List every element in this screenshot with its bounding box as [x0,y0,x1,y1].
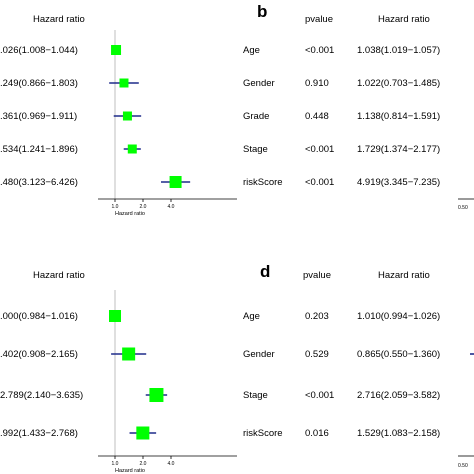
panel-d-row-3-hr-text: 2.716(2.059−3.582) [357,390,441,401]
panel-c-row-4-hr-text: .992(1.433−2.768) [0,428,78,439]
panel-a-x-tick-label-2: 2.0 [140,204,147,210]
panel-c-x-axis-label: Hazard ratio [115,468,145,474]
panel-d-row-2-name: Gender [243,349,275,360]
panel-b-row-4-name: Stage [243,144,268,155]
panel-c-row-1-hr-text: .000(0.984−1.016) [0,311,78,322]
panel-b-row-3-hr-text: 1.138(0.814−1.591) [357,111,441,122]
panel-d-tick-label-partial: 0.50 [458,463,468,469]
panel-letter-b: b [257,2,268,21]
panel-a-header-hazard-ratio: Hazard ratio [33,14,85,25]
panel-d-row-3-name: Stage [243,390,268,401]
panel-d-row-2-pvalue: 0.529 [305,349,329,360]
panel-c-row-2-hr-box [122,347,136,361]
panel-b-row-2-name: Gender [243,78,275,89]
panel-c-row-2-hr-text: .402(0.908−2.165) [0,349,78,360]
panel-b-row-1-pvalue: <0.001 [305,45,335,56]
panel-a-row-2-hr-text: .249(0.866−1.803) [0,78,78,89]
panel-b-row-5-hr-text: 4.919(3.345−7.235) [357,177,441,188]
panel-b-header-hazard-ratio: Hazard ratio [378,14,430,25]
panel-b-row-1-name: Age [243,45,260,56]
panel-b-header-pvalue: pvalue [305,14,333,25]
panel-d-header-hazard-ratio: Hazard ratio [378,270,430,281]
panel-d-row-3-pvalue: <0.001 [305,390,335,401]
panel-a-row-4-hr-box [127,144,137,154]
panel-a-row-3-hr-text: .361(0.969−1.911) [0,111,78,122]
panel-d-row-4-pvalue: 0.016 [305,428,329,439]
panel-d-row-4-name: riskScore [243,428,283,439]
panel-b-row-4-pvalue: <0.001 [305,144,335,155]
panel-a-row-3-hr-box [122,111,132,121]
panel-c-x-tick-label-1: 1.0 [112,461,119,467]
panel-a-x-axis-label: Hazard ratio [115,211,145,217]
panel-d-row-1-name: Age [243,311,260,322]
panel-a-row-2-hr-box [119,78,129,88]
panel-b-row-2-hr-text: 1.022(0.703−1.485) [357,78,441,89]
panel-b-row-3-pvalue: 0.448 [305,111,329,122]
panel-d-row-1-hr-text: 1.010(0.994−1.026) [357,311,441,322]
panel-a-x-tick-label-3: 4.0 [168,204,175,210]
panel-letter-d: d [260,262,271,281]
panel-b-row-1-hr-text: 1.038(1.019−1.057) [357,45,441,56]
panel-d-row-2-hr-text: 0.865(0.550−1.360) [357,349,441,360]
panel-a-row-4-hr-text: .534(1.241−1.896) [0,144,78,155]
panel-b-row-2-pvalue: 0.910 [305,78,329,89]
panel-a-row-5-hr-box [169,176,182,188]
panel-c-header-hazard-ratio: Hazard ratio [33,270,85,281]
panel-d-row-1-pvalue: 0.203 [305,311,329,322]
panel-c-x-tick-label-2: 2.0 [140,461,147,467]
panel-c-x-tick-label-3: 4.0 [168,461,175,467]
panel-c-row-1-hr-box [109,310,121,322]
panel-c-row-3-hr-box [149,388,164,402]
panel-b-row-5-pvalue: <0.001 [305,177,335,188]
panel-a-x-tick-label-1: 1.0 [112,204,119,210]
panel-d-row-4-hr-text: 1.529(1.083−2.158) [357,428,441,439]
panel-c-row-3-hr-text: 2.789(2.140−3.635) [0,390,84,401]
panel-b-tick-label-partial: 0.50 [458,205,468,211]
panel-d-header-pvalue: pvalue [303,270,331,281]
panel-b-row-4-hr-text: 1.729(1.374−2.177) [357,144,441,155]
panel-a-row-1-hr-text: .026(1.008−1.044) [0,45,78,56]
panel-c-row-4-hr-box [136,426,150,440]
panel-a-row-5-hr-text: .480(3.123−6.426) [0,177,78,188]
panel-a-row-1-hr-box [111,45,122,55]
panel-b-row-5-name: riskScore [243,177,283,188]
panel-b-row-3-name: Grade [243,111,270,122]
